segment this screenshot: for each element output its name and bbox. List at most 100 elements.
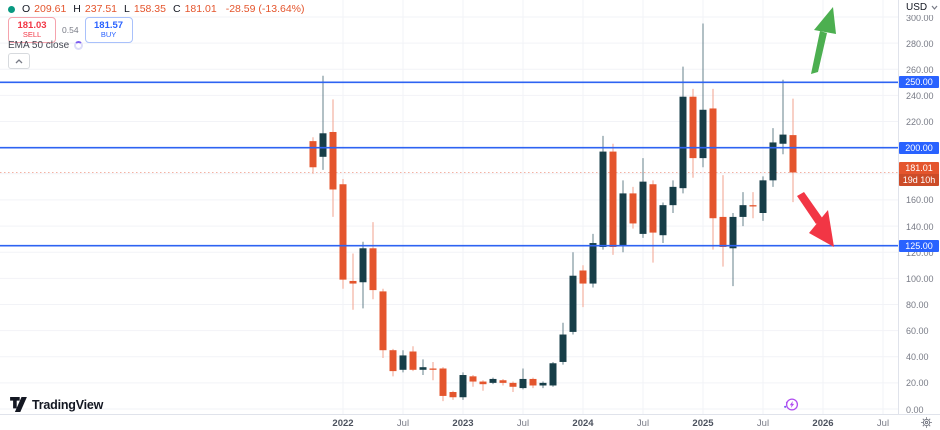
close-value: 181.01 (184, 3, 217, 15)
axis-settings-button[interactable] (920, 416, 934, 429)
candle-2024-05 (619, 180, 627, 253)
candle-2023-12 (569, 252, 577, 335)
lightning-circle-icon (784, 398, 799, 411)
candle-2024-03 (599, 135, 607, 250)
candle-2025-02 (709, 88, 717, 250)
buy-price: 181.57 (94, 20, 124, 32)
price-axis-label: 0.00 (906, 404, 924, 415)
trade-buttons: 181.03 SELL 0.54 181.57 BUY (8, 17, 133, 43)
tradingview-logo-icon (10, 397, 27, 412)
candle-2022-04 (369, 222, 377, 300)
candle-2025-05 (739, 192, 747, 227)
up-arrow-drawing[interactable] (811, 7, 836, 74)
current-price-label: 181.01 19d 10h (899, 161, 939, 186)
candle-2023-01 (459, 372, 467, 400)
spread-value: 0.54 (62, 25, 79, 35)
time-axis-label: 2024 (572, 418, 594, 429)
bar-countdown: 19d 10h (899, 173, 939, 186)
candle-2023-07 (519, 368, 527, 390)
price-axis-label: 40.00 (906, 352, 929, 363)
candle-2023-03 (479, 380, 487, 391)
high-value: 237.51 (84, 3, 118, 15)
candle-2022-03 (359, 241, 367, 309)
candle-2022-02 (349, 253, 357, 310)
candle-2022-09 (419, 359, 427, 376)
candle-2023-04 (489, 377, 497, 385)
time-axis-label: 2023 (452, 418, 474, 429)
price-axis-label: 220.00 (906, 117, 934, 128)
chevron-down-icon (931, 5, 938, 10)
price-axis-label: 120.00 (906, 247, 934, 258)
tradingview-logo-text: TradingView (32, 397, 104, 412)
level-price-label: 125.00 (899, 239, 939, 252)
price-axis[interactable]: 300.00 280.00 260.00 240.00 220.00 160.00 140.… (899, 0, 940, 415)
loading-spinner-icon (74, 41, 84, 50)
candle-2023-08 (529, 377, 537, 389)
candle-2024-10 (669, 180, 677, 213)
candle-2022-10 (429, 361, 437, 381)
candle-2021-12 (329, 99, 337, 217)
buy-label: BUY (100, 30, 117, 40)
candle-2023-06 (509, 381, 517, 393)
gear-icon (921, 417, 932, 428)
currency-dropdown[interactable]: USD (899, 0, 940, 15)
market-status-dot (8, 5, 15, 13)
candle-2025-10 (789, 98, 797, 203)
price-axis-label: 300.00 (906, 12, 934, 23)
candle-2025-09 (779, 79, 787, 155)
candle-2023-05 (499, 378, 507, 386)
candle-2024-08 (649, 180, 657, 263)
ohlc-legend: O 209.61 H 237.51 L 158.35 C 181.01 -28.59 (… (8, 3, 305, 15)
indicator-name: EMA 50 close (8, 40, 70, 51)
tradingview-logo[interactable]: TradingView (10, 397, 103, 412)
candle-2025-01 (699, 23, 707, 168)
candle-2021-11 (319, 75, 327, 170)
candle-2022-12 (449, 390, 457, 400)
time-axis-label: Jul (516, 418, 530, 429)
low-value: 158.35 (133, 3, 166, 15)
change-value: -28.59 (-13.64%) (225, 3, 305, 15)
price-axis-label: 240.00 (906, 90, 934, 101)
open-value: 209.61 (34, 3, 67, 15)
candle-2022-06 (389, 348, 397, 377)
down-arrow-drawing[interactable] (797, 192, 834, 247)
candle-2025-08 (769, 128, 777, 187)
candle-2024-01 (579, 265, 587, 308)
level-price-label: 200.00 (899, 141, 939, 154)
price-axis-label: 160.00 (906, 195, 934, 206)
high-label: H (73, 3, 81, 15)
buy-button[interactable]: 181.57 BUY (84, 17, 133, 43)
price-axis-label: 260.00 (906, 64, 934, 75)
candle-2025-04 (729, 213, 737, 287)
sell-price: 181.03 (17, 20, 47, 32)
open-label: O (22, 3, 31, 15)
price-axis-border (898, 0, 899, 414)
sell-label: SELL (22, 30, 42, 40)
price-axis-label: 280.00 (906, 38, 934, 49)
candle-2024-02 (589, 233, 597, 288)
candle-2025-03 (719, 175, 727, 267)
candle-2024-06 (629, 186, 637, 229)
time-axis-label: 2026 (812, 418, 834, 429)
price-axis-label: 140.00 (906, 221, 934, 232)
collapse-legend-button[interactable] (8, 53, 30, 69)
boost-flash-icon[interactable] (782, 397, 799, 412)
time-axis-label: Jul (876, 418, 890, 429)
close-label: C (172, 3, 181, 15)
low-label: L (124, 3, 130, 15)
time-axis-label: 2025 (692, 418, 714, 429)
indicator-legend[interactable]: EMA 50 close (8, 40, 84, 51)
candle-2022-05 (379, 288, 387, 359)
candle-2024-04 (609, 143, 617, 255)
candle-2023-11 (559, 322, 567, 365)
candle-2024-07 (639, 158, 647, 238)
candle-2022-07 (399, 350, 407, 373)
currency-label: USD (906, 2, 928, 13)
time-axis[interactable]: 2022 Jul 2023 Jul 2024 Jul 2025 Jul 2026 Jul (0, 415, 898, 430)
sell-button[interactable]: 181.03 SELL (8, 17, 56, 43)
level-price-label: 250.00 (899, 76, 939, 89)
time-axis-label: Jul (396, 418, 410, 429)
candle-2021-10 (309, 137, 317, 174)
price-axis-label: 60.00 (906, 326, 929, 337)
